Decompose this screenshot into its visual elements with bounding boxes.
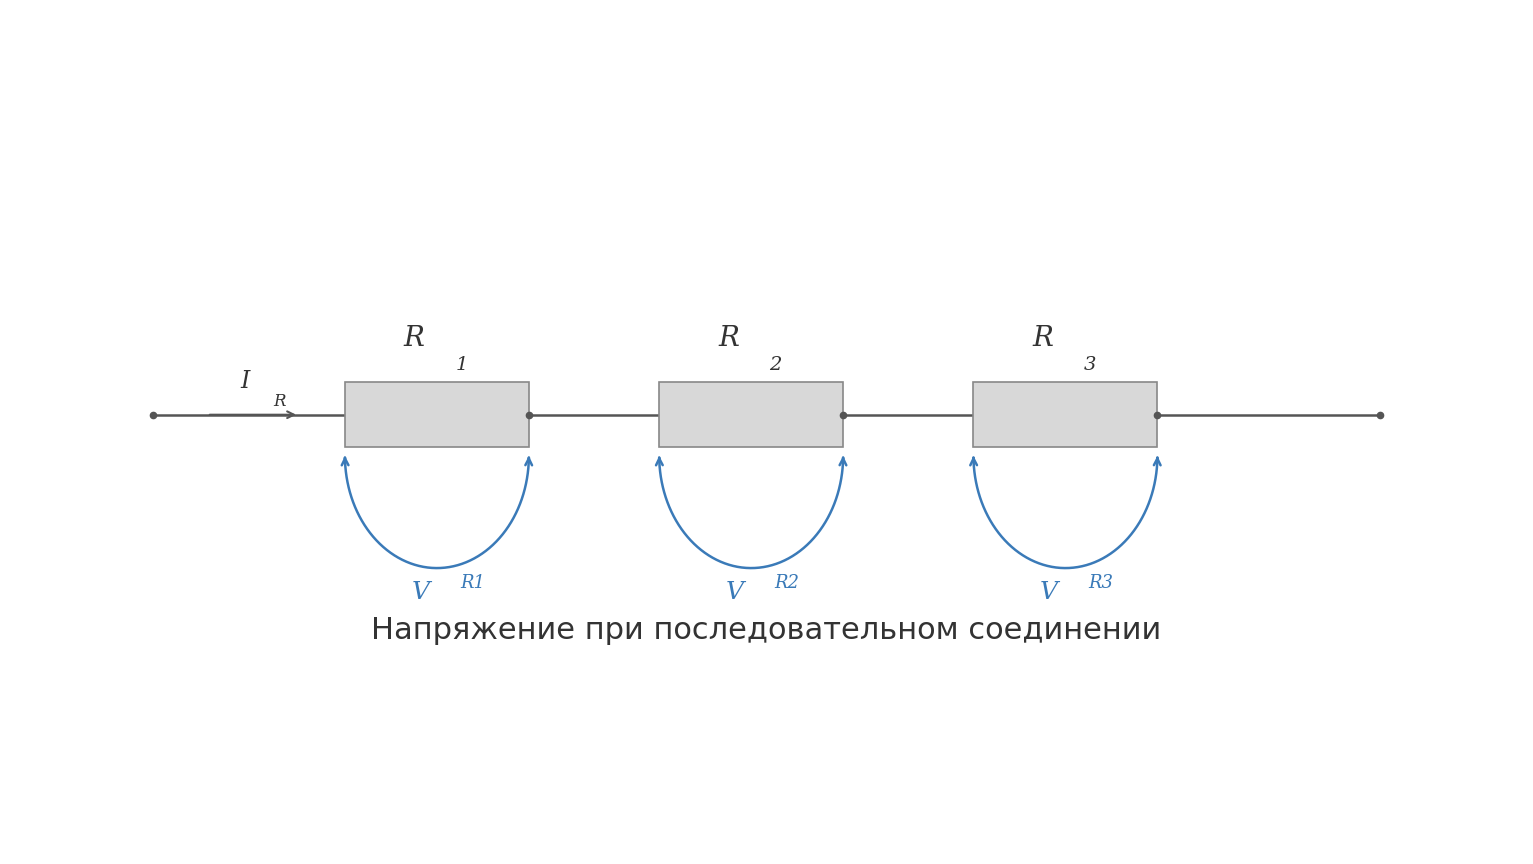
Bar	[345, 382, 529, 448]
Text: R3: R3	[1088, 574, 1113, 592]
Text: R: R	[403, 325, 425, 353]
Text: I: I	[241, 370, 250, 393]
Text: R2: R2	[774, 574, 799, 592]
Text: 3: 3	[1084, 356, 1096, 373]
Bar	[973, 382, 1157, 448]
Text: R: R	[1032, 325, 1053, 353]
Text: V: V	[725, 581, 744, 604]
Text: Напряжение при последовательном соединении: Напряжение при последовательном соединен…	[371, 616, 1162, 645]
Text: V: V	[1039, 581, 1058, 604]
Text: 1: 1	[455, 356, 468, 373]
Text: R1: R1	[460, 574, 484, 592]
Text: V: V	[411, 581, 429, 604]
Text: R: R	[273, 393, 285, 410]
Text: R: R	[717, 325, 739, 353]
Bar	[659, 382, 843, 448]
Text: 2: 2	[770, 356, 782, 373]
